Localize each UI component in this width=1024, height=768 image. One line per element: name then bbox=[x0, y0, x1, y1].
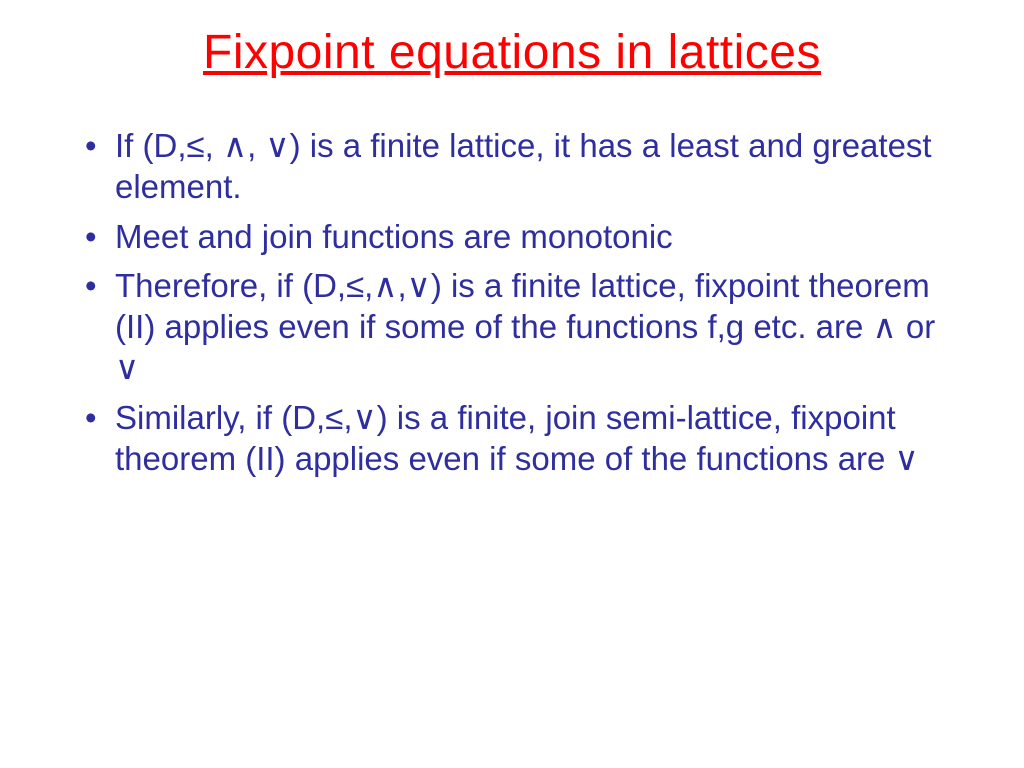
bullet-item: Meet and join functions are monotonic bbox=[85, 216, 964, 257]
bullet-list: If (D,≤, ∧, ∨) is a finite lattice, it h… bbox=[60, 125, 964, 479]
slide-container: Fixpoint equations in lattices If (D,≤, … bbox=[0, 0, 1024, 768]
slide-title: Fixpoint equations in lattices bbox=[60, 25, 964, 80]
bullet-item: Similarly, if (D,≤,∨) is a finite, join … bbox=[85, 397, 964, 480]
bullet-item: If (D,≤, ∧, ∨) is a finite lattice, it h… bbox=[85, 125, 964, 208]
bullet-item: Therefore, if (D,≤,∧,∨) is a finite latt… bbox=[85, 265, 964, 389]
